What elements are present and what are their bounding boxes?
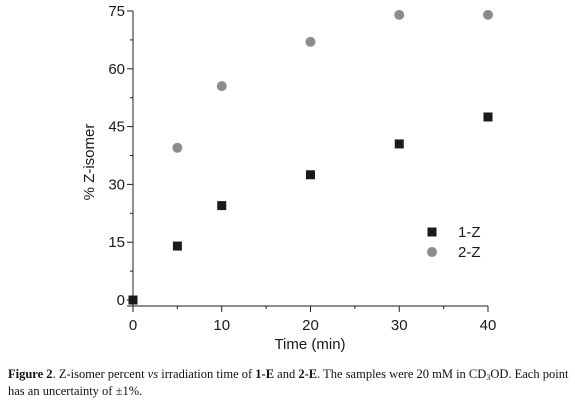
data-point-1-Z [172, 241, 182, 251]
caption-label: Figure 2 [8, 367, 53, 381]
legend-label-2-Z: 2-Z [458, 244, 481, 261]
x-tick-label: 20 [302, 317, 319, 334]
caption-vs: vs [147, 367, 159, 381]
y-tick-label: 75 [108, 3, 125, 20]
data-point-2-Z [305, 36, 316, 47]
caption-text: . The samples were 20 mM in CD [317, 367, 487, 381]
y-tick-label: 60 [108, 61, 125, 78]
y-tick-label: 0 [117, 292, 125, 309]
data-point-2-Z [216, 81, 227, 92]
legend-marker-1-Z [427, 227, 437, 237]
caption-text: OD. Each point has an uncertainty of ±1%… [8, 367, 569, 398]
data-point-1-Z [128, 295, 138, 305]
caption-text: . Z-isomer percent [52, 367, 148, 381]
data-points [128, 9, 493, 305]
data-point-2-Z [172, 142, 183, 153]
data-point-1-Z [483, 112, 493, 122]
x-tick-label: 0 [129, 317, 137, 334]
x-tick-label: 10 [213, 317, 230, 334]
axes [127, 11, 488, 307]
y-tick-label: 15 [108, 234, 125, 251]
caption-subscript: 3 [486, 373, 491, 382]
data-point-2-Z [394, 9, 405, 20]
caption-text: and [274, 367, 299, 381]
y-tick-label: 30 [108, 176, 125, 193]
caption-text: irradiation time of [158, 367, 256, 381]
ticks: 0 15 30 45 60 75 0 10 20 30 40 [108, 3, 496, 334]
data-point-2-Z [483, 9, 493, 20]
data-point-1-Z [306, 170, 315, 180]
data-point-1-Z [217, 201, 227, 211]
data-point-1-Z [394, 139, 404, 149]
caption-compound: 1-E [255, 367, 275, 381]
caption-compound: 2-E [298, 367, 318, 381]
x-tick-label: 30 [391, 317, 408, 334]
legend-label-1-Z: 1-Z [458, 224, 481, 241]
y-axis-label: % Z-isomer [81, 124, 98, 201]
legend-marker-2-Z [427, 247, 437, 257]
x-tick-label: 40 [480, 317, 497, 334]
legend: 1-Z2-Z [427, 224, 481, 261]
figure-caption: Figure 2. Z-isomer percent vs irradiatio… [8, 366, 570, 400]
x-axis-label: Time (min) [274, 336, 345, 353]
y-tick-label: 45 [108, 119, 125, 136]
